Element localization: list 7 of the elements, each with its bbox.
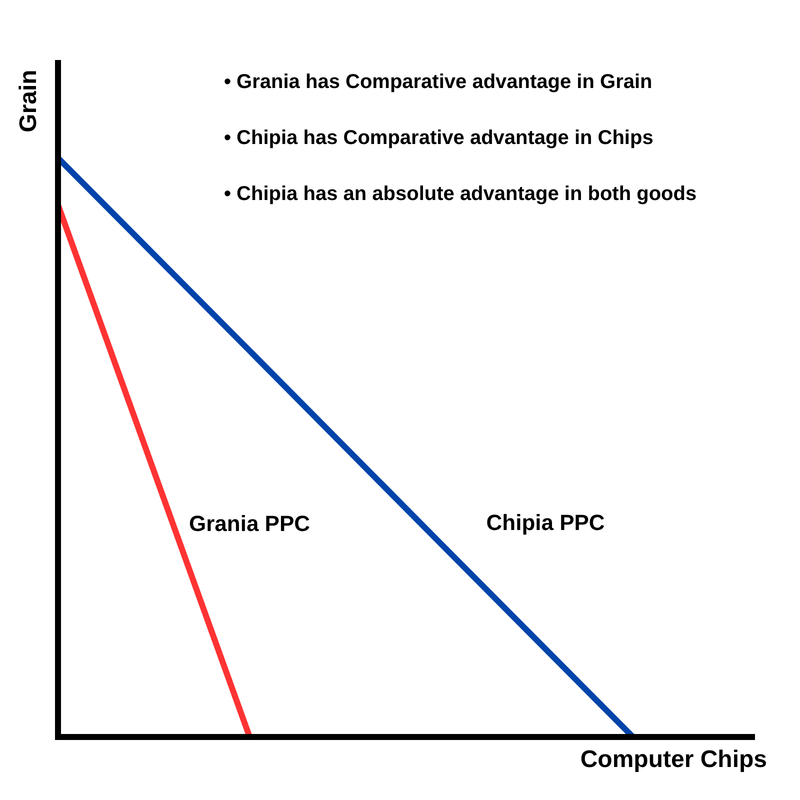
text: • Chipia has Comparative advantage in Chips	[224, 127, 654, 149]
series-label: Chipia PPC	[486, 510, 605, 535]
y-axis-title: Grain	[15, 70, 42, 132]
annotation: • Chipia has an absolute advantage in both goods	[224, 183, 697, 205]
text: • Grania has Comparative advantage in Grain	[224, 71, 652, 93]
series-label: Grania PPC	[189, 511, 310, 536]
x-axis-title: Computer Chips	[580, 746, 767, 773]
